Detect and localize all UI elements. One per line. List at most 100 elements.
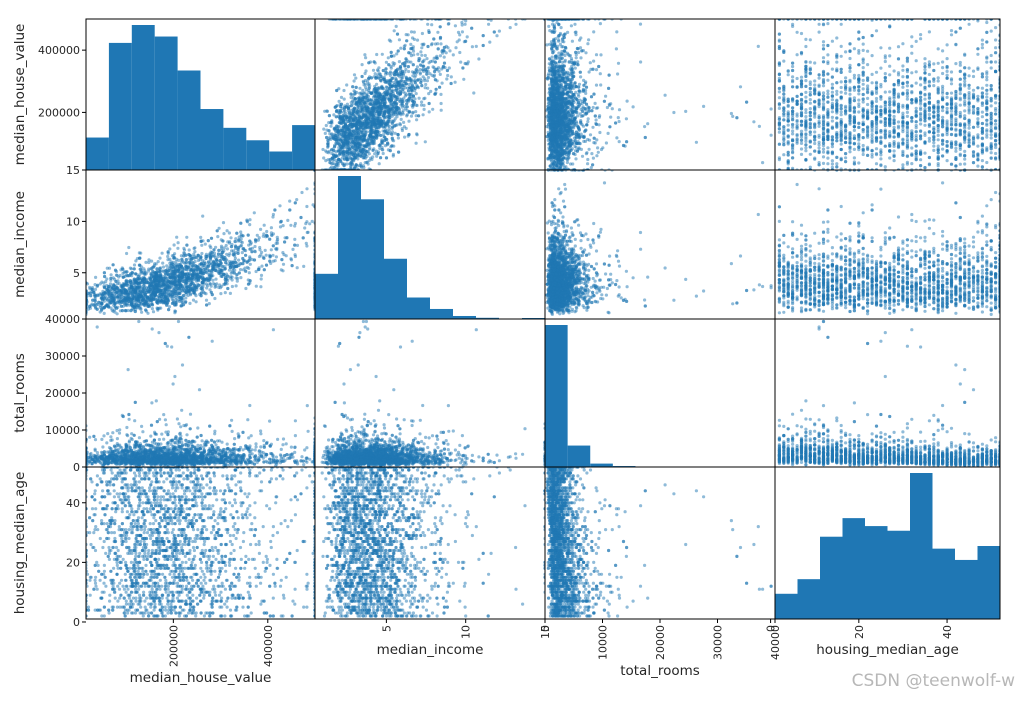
scatter-point — [412, 53, 416, 57]
scatter-point — [382, 102, 386, 106]
scatter-point — [394, 95, 398, 99]
scatter-point — [329, 124, 333, 128]
scatter-point — [342, 143, 346, 148]
scatter-point — [373, 120, 377, 124]
scatter-point — [731, 114, 735, 118]
scatter-point — [365, 130, 369, 134]
scatter-point — [369, 127, 373, 131]
scatter-point — [570, 71, 574, 75]
scatter-point — [360, 74, 364, 79]
scatter-point — [591, 67, 595, 71]
scatter-point — [436, 47, 440, 51]
scatter-point — [373, 152, 377, 156]
scatter-point — [351, 137, 355, 141]
scatter-point — [364, 114, 368, 118]
scatter-point — [380, 140, 384, 145]
scatter-point — [399, 46, 403, 50]
scatter-point — [373, 123, 377, 127]
scatter-point — [579, 36, 583, 40]
scatter-point — [438, 35, 443, 40]
scatter-point — [383, 135, 387, 139]
scatter-point — [359, 149, 363, 153]
scatter-point — [392, 54, 396, 58]
scatter-point — [351, 112, 355, 116]
scatter-point — [582, 78, 586, 82]
scatter-point — [381, 95, 385, 99]
scatter-point — [578, 98, 582, 102]
scatter-point — [391, 61, 395, 65]
scatter-point — [328, 132, 332, 136]
scatter-point — [366, 143, 370, 147]
scatter-point — [428, 72, 432, 76]
scatter-point — [433, 60, 437, 64]
scatter-point — [405, 99, 409, 103]
scatter-point — [402, 47, 406, 51]
scatter-point — [576, 60, 580, 64]
scatter-point — [414, 68, 418, 72]
scatter-point — [357, 100, 361, 104]
scatter-point — [337, 149, 341, 153]
scatter-point — [404, 67, 408, 71]
scatter-point — [354, 76, 358, 80]
scatter-point — [404, 57, 408, 61]
scatter-point — [353, 142, 357, 146]
scatter-point — [358, 110, 362, 114]
scatter-point — [560, 56, 564, 60]
scatter-point — [444, 51, 448, 55]
scatter-point — [397, 150, 401, 154]
scatter-point — [361, 88, 365, 92]
scatter-point — [367, 88, 371, 93]
scatter-point — [400, 102, 404, 106]
scatter-point — [556, 71, 560, 75]
scatter-point — [561, 37, 565, 41]
scatter-point — [422, 107, 426, 111]
scatter-point — [386, 109, 390, 113]
scatter-point — [371, 116, 375, 121]
scatter-point — [339, 132, 343, 136]
scatter-point — [352, 122, 356, 127]
scatter-point — [365, 125, 369, 129]
scatter-point — [604, 94, 608, 98]
scatter-point — [404, 33, 408, 37]
scatter-point — [359, 126, 363, 130]
scatter-point — [417, 114, 421, 118]
scatter-point — [362, 80, 366, 84]
scatter-point — [585, 123, 589, 127]
scatter-point — [384, 156, 389, 160]
scatter-point — [579, 75, 583, 79]
scatter-point — [378, 143, 382, 147]
scatter-point — [357, 141, 361, 145]
scatter-point — [403, 64, 407, 68]
scatter-point — [322, 127, 326, 131]
scatter-point — [464, 39, 468, 43]
scatter-point — [569, 24, 574, 28]
scatter-point — [586, 157, 590, 162]
scatter-point — [403, 86, 407, 90]
scatter-point — [359, 164, 363, 168]
scatter-point — [584, 102, 589, 106]
scatter-point — [365, 120, 369, 124]
scatter-point — [349, 104, 353, 108]
scatter-point — [761, 161, 765, 165]
scatter-point — [606, 131, 610, 135]
scatter-point — [445, 77, 449, 81]
scatter-point — [588, 61, 592, 65]
scatter-point — [427, 61, 431, 65]
scatter-point — [366, 99, 370, 103]
scatter-point — [362, 137, 366, 141]
scatter-point — [582, 139, 586, 143]
scatter-point — [360, 97, 364, 101]
scatter-point — [344, 134, 348, 138]
scatter-point — [333, 162, 337, 166]
scatter-point — [592, 59, 596, 63]
scatter-point — [403, 104, 407, 108]
scatter-point — [446, 22, 450, 26]
scatter-point — [418, 57, 422, 61]
scatter-point — [395, 32, 400, 36]
histogram-bar — [177, 70, 201, 170]
scatter-point — [427, 110, 431, 114]
scatter-point — [339, 105, 343, 109]
histogram-bar — [108, 42, 132, 170]
scatter-point — [369, 102, 373, 106]
scatter-point — [374, 149, 378, 153]
